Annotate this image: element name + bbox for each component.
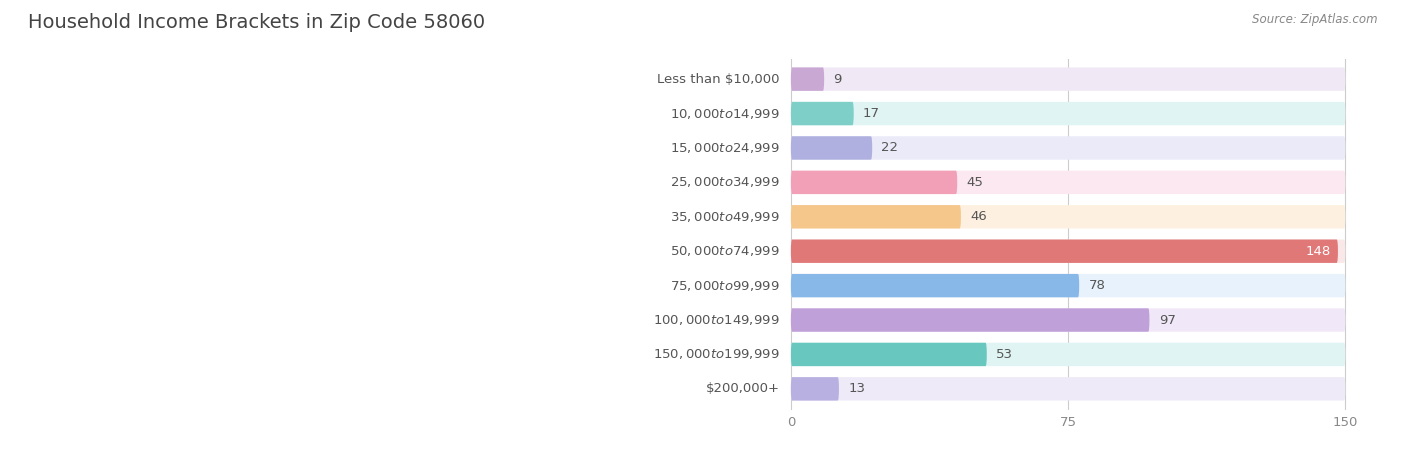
FancyBboxPatch shape xyxy=(790,68,1346,91)
FancyBboxPatch shape xyxy=(790,239,1346,263)
Text: $50,000 to $74,999: $50,000 to $74,999 xyxy=(671,244,780,258)
Text: $15,000 to $24,999: $15,000 to $24,999 xyxy=(671,141,780,155)
Text: Household Income Brackets in Zip Code 58060: Household Income Brackets in Zip Code 58… xyxy=(28,14,485,32)
Text: $200,000+: $200,000+ xyxy=(706,382,780,396)
FancyBboxPatch shape xyxy=(790,308,1346,332)
Text: Source: ZipAtlas.com: Source: ZipAtlas.com xyxy=(1253,14,1378,27)
Text: $10,000 to $14,999: $10,000 to $14,999 xyxy=(671,107,780,121)
Text: Less than $10,000: Less than $10,000 xyxy=(657,72,780,86)
Text: $25,000 to $34,999: $25,000 to $34,999 xyxy=(671,176,780,189)
FancyBboxPatch shape xyxy=(790,102,853,125)
FancyBboxPatch shape xyxy=(790,102,1346,125)
FancyBboxPatch shape xyxy=(790,343,987,366)
FancyBboxPatch shape xyxy=(790,274,1080,297)
FancyBboxPatch shape xyxy=(790,136,872,160)
Text: 17: 17 xyxy=(863,107,880,120)
FancyBboxPatch shape xyxy=(790,68,824,91)
Text: 148: 148 xyxy=(1305,245,1330,258)
Text: $75,000 to $99,999: $75,000 to $99,999 xyxy=(671,279,780,292)
Text: $150,000 to $199,999: $150,000 to $199,999 xyxy=(654,347,780,361)
FancyBboxPatch shape xyxy=(790,377,1346,400)
FancyBboxPatch shape xyxy=(790,239,1339,263)
Text: 13: 13 xyxy=(848,382,865,396)
Text: 97: 97 xyxy=(1159,314,1175,327)
FancyBboxPatch shape xyxy=(790,136,1346,160)
FancyBboxPatch shape xyxy=(790,377,839,400)
FancyBboxPatch shape xyxy=(790,274,1346,297)
FancyBboxPatch shape xyxy=(790,171,1346,194)
Text: $35,000 to $49,999: $35,000 to $49,999 xyxy=(671,210,780,224)
Text: 22: 22 xyxy=(882,141,898,154)
Text: 53: 53 xyxy=(995,348,1014,361)
Text: 78: 78 xyxy=(1088,279,1105,292)
Text: 46: 46 xyxy=(970,210,987,223)
FancyBboxPatch shape xyxy=(790,171,957,194)
Text: 45: 45 xyxy=(966,176,983,189)
Text: $100,000 to $149,999: $100,000 to $149,999 xyxy=(654,313,780,327)
FancyBboxPatch shape xyxy=(790,205,960,229)
FancyBboxPatch shape xyxy=(790,343,1346,366)
FancyBboxPatch shape xyxy=(790,308,1150,332)
Text: 9: 9 xyxy=(834,72,842,86)
FancyBboxPatch shape xyxy=(790,205,1346,229)
